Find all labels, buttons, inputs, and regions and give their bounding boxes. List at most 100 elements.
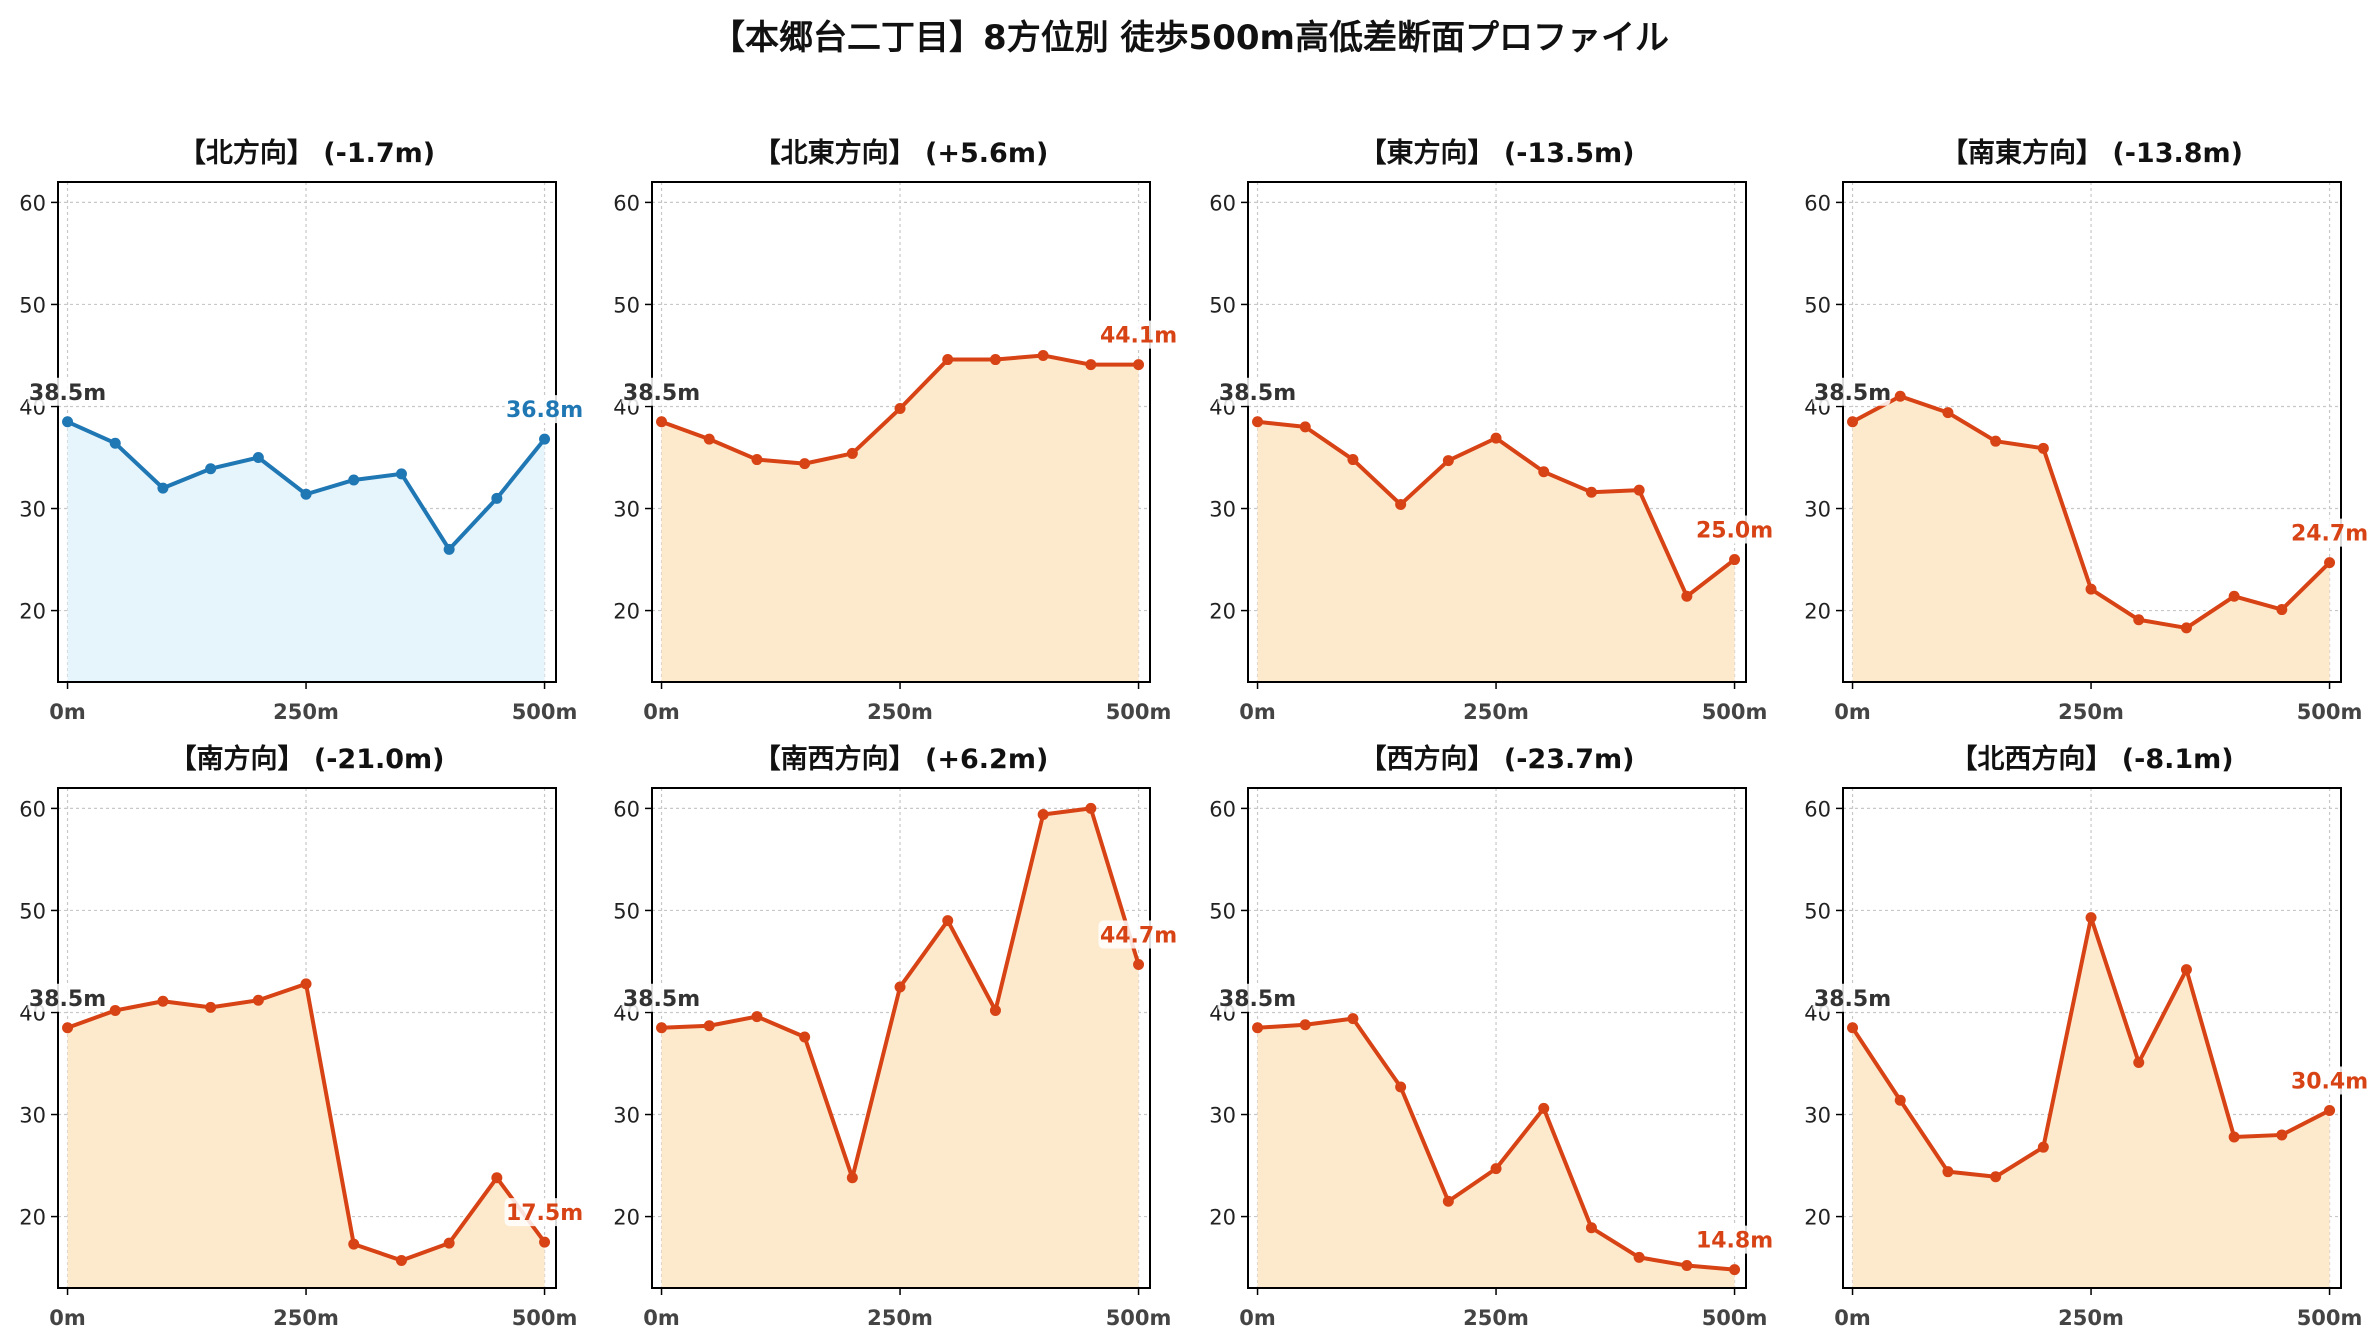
- start-label-bg: [27, 983, 106, 1012]
- data-point: [2228, 1131, 2240, 1143]
- y-tick-label: 20: [1209, 600, 1236, 624]
- data-point: [443, 1237, 455, 1249]
- axes-frame: [57, 787, 557, 1289]
- data-point: [751, 1011, 763, 1023]
- axes-frame: [1247, 787, 1747, 1289]
- panel-title: 【南東方向】 (-13.8m): [1941, 137, 2243, 169]
- data-point: [1442, 1195, 1454, 1207]
- data-point: [62, 1022, 74, 1034]
- data-point: [1133, 959, 1145, 971]
- y-tick-label: 60: [1804, 797, 1831, 821]
- data-point: [2324, 1104, 2336, 1116]
- start-label: 38.5m: [1219, 987, 1296, 1012]
- data-point: [1894, 390, 1906, 402]
- y-tick-label: 20: [19, 1206, 46, 1230]
- end-label-bg: [1098, 920, 1177, 949]
- area-fill: [661, 808, 1139, 1288]
- data-point: [395, 468, 407, 480]
- data-point: [2085, 583, 2097, 595]
- x-tick-label: 500m: [512, 700, 578, 724]
- x-tick-label: 500m: [512, 1306, 578, 1330]
- figure-title: 【本郷台二丁目】8方位別 徒歩500m高低差断面プロファイル: [711, 18, 1669, 58]
- y-tick-label: 50: [1209, 293, 1236, 317]
- y-tick-label: 30: [613, 498, 640, 522]
- start-label: 38.5m: [29, 987, 106, 1012]
- data-point: [2180, 964, 2192, 976]
- data-point: [989, 354, 1001, 366]
- x-tick-label: 250m: [2058, 700, 2124, 724]
- start-label-bg: [1812, 377, 1891, 406]
- axes-frame: [651, 181, 1151, 683]
- data-point: [252, 994, 264, 1006]
- data-point: [656, 416, 668, 428]
- y-tick-label: 30: [19, 498, 46, 522]
- x-tick-label: 250m: [273, 700, 339, 724]
- x-tick-label: 500m: [1702, 1306, 1768, 1330]
- y-tick-label: 50: [19, 899, 46, 923]
- data-point: [703, 433, 715, 445]
- end-label-bg: [1694, 1225, 1773, 1254]
- data-point: [1299, 421, 1311, 433]
- x-tick-label: 250m: [867, 1306, 933, 1330]
- area-fill: [67, 421, 545, 682]
- y-tick-label: 30: [613, 1104, 640, 1128]
- x-tick-label: 500m: [2297, 1306, 2363, 1330]
- end-label-bg: [504, 1198, 583, 1227]
- data-point: [1729, 554, 1741, 566]
- x-tick-label: 500m: [1702, 700, 1768, 724]
- data-point: [205, 1001, 217, 1013]
- data-point: [491, 492, 503, 504]
- start-label-bg: [1812, 983, 1891, 1012]
- data-point: [1990, 1171, 2002, 1183]
- y-tick-label: 50: [613, 899, 640, 923]
- axes-frame: [1842, 787, 2342, 1289]
- y-tick-label: 60: [1209, 797, 1236, 821]
- panel-title: 【西方向】 (-23.7m): [1359, 743, 1634, 775]
- data-point: [2133, 614, 2145, 626]
- end-label: 36.8m: [506, 398, 583, 423]
- data-point: [491, 1172, 503, 1184]
- end-label: 44.1m: [1100, 324, 1177, 349]
- data-point: [1299, 1019, 1311, 1031]
- area-fill: [661, 355, 1139, 682]
- y-tick-label: 50: [613, 293, 640, 317]
- data-point: [1252, 416, 1264, 428]
- data-point: [348, 474, 360, 486]
- data-point: [1490, 1163, 1502, 1175]
- y-tick-label: 60: [19, 191, 46, 215]
- data-point: [1942, 1166, 1954, 1178]
- x-tick-label: 0m: [49, 700, 86, 724]
- panel-title: 【東方向】 (-13.5m): [1359, 137, 1634, 169]
- panel-title: 【北東方向】 (+5.6m): [754, 137, 1049, 169]
- x-tick-label: 0m: [1239, 700, 1276, 724]
- data-point: [1490, 432, 1502, 444]
- start-label-bg: [27, 377, 106, 406]
- data-point: [252, 452, 264, 464]
- y-tick-label: 30: [1209, 498, 1236, 522]
- data-point: [942, 354, 954, 366]
- data-point: [205, 463, 217, 475]
- data-point: [62, 416, 74, 428]
- y-tick-label: 20: [1209, 1206, 1236, 1230]
- start-label: 38.5m: [1219, 381, 1296, 406]
- data-point: [1538, 466, 1550, 478]
- start-label: 38.5m: [623, 987, 700, 1012]
- y-tick-label: 60: [1209, 191, 1236, 215]
- start-label: 38.5m: [1814, 381, 1891, 406]
- y-tick-label: 20: [19, 600, 46, 624]
- data-point: [656, 1022, 668, 1034]
- start-label: 38.5m: [29, 381, 106, 406]
- area-fill: [1852, 396, 2330, 682]
- y-tick-label: 20: [613, 600, 640, 624]
- axes-frame: [57, 181, 557, 683]
- data-point: [1894, 1094, 1906, 1106]
- x-tick-label: 0m: [1834, 700, 1871, 724]
- start-label: 38.5m: [1814, 987, 1891, 1012]
